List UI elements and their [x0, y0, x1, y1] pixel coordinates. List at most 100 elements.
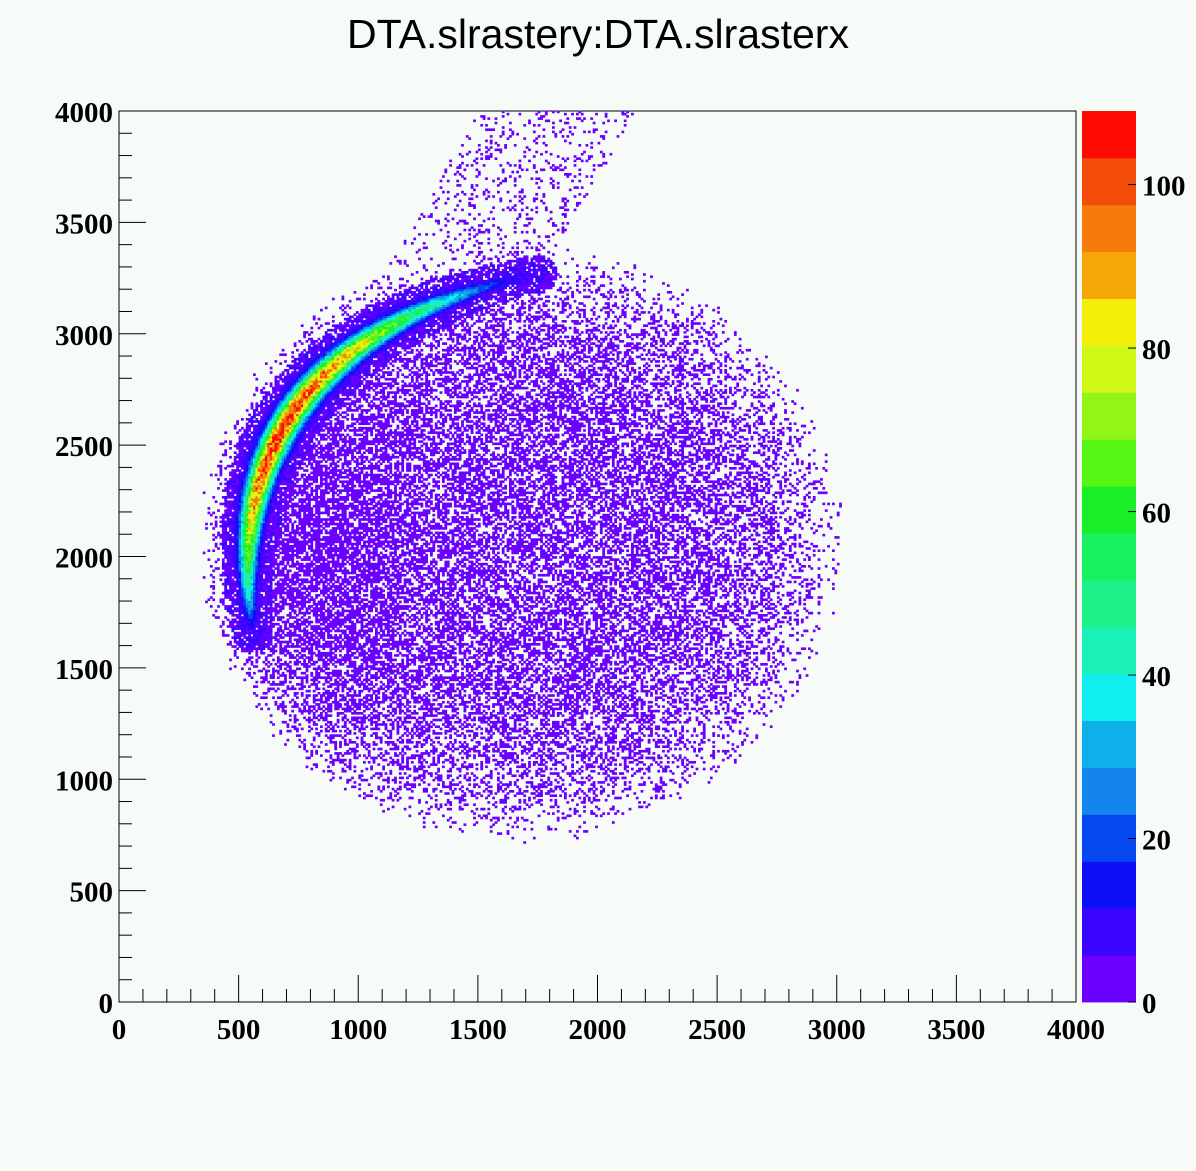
heatmap-cell [327, 614, 330, 617]
heatmap-cell [300, 404, 304, 408]
heatmap-cell [317, 553, 321, 557]
heatmap-cell [248, 578, 251, 582]
heatmap-cell [281, 569, 285, 573]
heatmap-cell [248, 507, 251, 510]
heatmap-cell [281, 631, 285, 635]
heatmap-cell [279, 560, 283, 564]
heatmap-cell [281, 663, 285, 666]
heatmap-cell [291, 502, 295, 506]
heatmap-cell [317, 513, 321, 517]
heatmap-cell [272, 529, 275, 533]
heatmap-cell [315, 531, 318, 535]
heatmap-cell [231, 471, 235, 475]
heatmap-cell [257, 536, 261, 539]
heatmap-cell [310, 658, 314, 662]
heatmap-cell [303, 556, 306, 559]
heatmap-cell [286, 643, 290, 646]
heatmap-cell [300, 371, 304, 374]
heatmap-cell [276, 478, 280, 481]
heatmap-cell [233, 638, 237, 642]
heatmap-cell [250, 464, 254, 468]
heatmap-cell [308, 531, 311, 535]
heatmap-cell [243, 627, 247, 631]
heatmap-cell [231, 540, 235, 544]
heatmap-cell [312, 431, 316, 435]
heatmap-cell [248, 640, 251, 644]
heatmap-cell [272, 389, 275, 392]
heatmap-cell [324, 331, 328, 334]
heatmap-cell [300, 415, 304, 419]
heatmap-cell [264, 565, 268, 568]
heatmap-cell [257, 511, 261, 515]
heatmap-cell [284, 413, 287, 417]
heatmap-cell [308, 585, 311, 588]
heatmap-cell [253, 409, 256, 412]
heatmap-cell [260, 431, 263, 435]
heatmap-cell [320, 538, 323, 541]
heatmap-cell [322, 569, 326, 573]
heatmap-cell [308, 351, 311, 354]
heatmap-cell [286, 649, 290, 653]
heatmap-cell [296, 542, 299, 546]
heatmap-cell [269, 565, 273, 568]
heatmap-cell [288, 364, 292, 368]
heatmap-cell [243, 433, 247, 437]
heatmap-cell [298, 634, 302, 637]
heatmap-cell [322, 589, 326, 593]
heatmap-cell [257, 449, 261, 452]
heatmap-cell [322, 357, 326, 361]
heatmap-cell [274, 389, 278, 392]
heatmap-cell [305, 382, 309, 386]
heatmap-cell [262, 638, 266, 642]
heatmap-cell [327, 471, 330, 475]
heatmap-cell [293, 703, 297, 706]
heatmap-cell [214, 524, 218, 528]
heatmap-cell [281, 596, 285, 599]
heatmap-cell [286, 469, 290, 472]
heatmap-cell [293, 616, 297, 619]
heatmap-cell [264, 558, 268, 561]
heatmap-cell [324, 551, 328, 555]
heatmap-cells [202, 110, 842, 844]
heatmap-cell [298, 498, 302, 501]
heatmap-cell [243, 491, 247, 495]
heatmap-cell [231, 545, 235, 548]
heatmap-cell [322, 694, 326, 697]
heatmap-cell [229, 598, 232, 602]
heatmap-cell [276, 591, 280, 595]
heatmap-cell [284, 449, 287, 452]
heatmap-cell [214, 500, 218, 504]
heatmap-cell [281, 587, 285, 590]
heatmap-cell [269, 442, 273, 446]
heatmap-cell [315, 687, 318, 691]
heatmap-cell [272, 540, 275, 544]
heatmap-cell [308, 484, 311, 488]
heatmap-cell [231, 482, 235, 486]
heatmap-cell [245, 549, 249, 553]
heatmap-cell [312, 640, 316, 644]
heatmap-cell [260, 449, 263, 452]
heatmap-cell [219, 542, 223, 546]
heatmap-cell [303, 663, 306, 666]
heatmap-cell [291, 645, 295, 648]
heatmap-cell [279, 491, 283, 495]
heatmap-cell [305, 636, 309, 639]
heatmap-cell [293, 362, 297, 365]
heatmap-cell [324, 678, 328, 682]
heatmap-cell [250, 462, 254, 466]
heatmap-cell [298, 382, 302, 386]
heatmap-cell [250, 478, 254, 481]
heatmap-cell [308, 348, 311, 352]
heatmap-cell [260, 680, 263, 684]
heatmap-cell [293, 553, 297, 557]
heatmap-cell [293, 656, 297, 659]
heatmap-cell [255, 542, 259, 546]
heatmap-cell [298, 455, 302, 459]
heatmap-cell [322, 594, 326, 597]
heatmap-cell [262, 640, 266, 644]
heatmap-cell [322, 473, 326, 477]
heatmap-cell [241, 511, 244, 515]
heatmap-cell [272, 473, 275, 477]
heatmap-cell [274, 473, 278, 477]
heatmap-cell [284, 591, 287, 595]
